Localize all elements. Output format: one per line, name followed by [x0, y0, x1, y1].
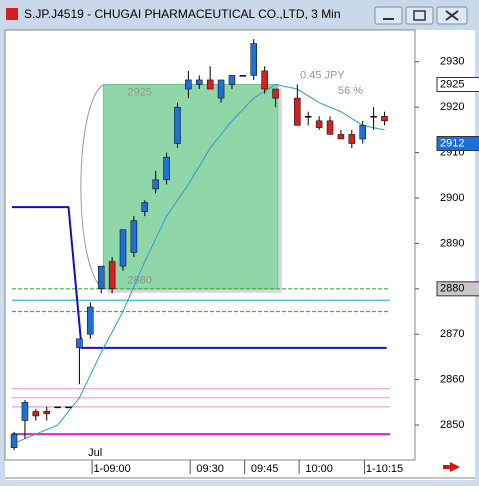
candle-body	[294, 97, 301, 126]
candle-body	[185, 79, 192, 90]
price-mark	[436, 136, 479, 152]
candle-body	[370, 116, 377, 118]
candle-body	[250, 43, 257, 76]
box-pct-label: 56 %	[338, 85, 363, 97]
candle-body	[152, 179, 159, 190]
step-line	[11, 206, 387, 349]
close-icon	[445, 10, 459, 21]
range-box	[102, 83, 279, 290]
candle-body	[10, 433, 18, 448]
candle-body	[348, 134, 356, 144]
price-mark-label: 2925	[440, 78, 464, 90]
candle-body	[206, 79, 214, 90]
candle-body	[359, 125, 366, 140]
candle-body	[261, 70, 268, 90]
y-tick-label: 2930	[440, 56, 464, 68]
box-top-label: 2925	[127, 86, 151, 98]
x-tick-label: 10:00	[305, 463, 333, 475]
candle-body	[76, 338, 83, 349]
candle-body	[304, 116, 312, 118]
candle-body	[381, 116, 388, 122]
candle-body	[217, 79, 225, 99]
price-mark	[436, 281, 479, 297]
candle-body	[272, 88, 279, 99]
box-size-label: 0.45 JPY	[300, 69, 345, 81]
candle-body	[108, 261, 116, 290]
candle-body	[228, 75, 236, 85]
candle-body	[21, 402, 29, 421]
candle-body	[239, 75, 247, 77]
candle-body	[65, 406, 72, 409]
x-tick-label: 1-09:00	[93, 463, 130, 475]
scroll-arrow[interactable]	[443, 462, 460, 472]
candle-body	[54, 406, 61, 409]
y-tick-label: 2860	[440, 374, 464, 386]
maximize-icon	[413, 10, 426, 21]
candle-body	[43, 411, 50, 414]
x-tick-label: 09:30	[196, 463, 224, 475]
price-mark-label: 2912	[440, 137, 464, 149]
candle-body	[174, 106, 181, 144]
box-bottom-label: 2880	[127, 275, 151, 287]
window-title: S.JP.J4519 - CHUGAI PHARMACEUTICAL CO.,L…	[24, 7, 341, 21]
app-icon	[6, 8, 18, 20]
price-mark-label: 2880	[440, 283, 464, 295]
candle-body	[32, 411, 40, 417]
y-tick-label: 2920	[440, 101, 464, 113]
month-label: Jul	[88, 447, 102, 459]
candle-body	[315, 120, 323, 128]
candle-body	[326, 120, 334, 135]
x-tick-label: 1-10:15	[366, 463, 403, 475]
box-bracket	[80, 84, 104, 290]
x-tick-label: 09:45	[251, 463, 279, 475]
price-mark	[436, 76, 479, 92]
candle-body	[196, 79, 203, 85]
candle-body	[163, 156, 170, 181]
candle-body	[130, 220, 138, 253]
y-tick-label: 2900	[440, 192, 464, 204]
candle-body	[97, 265, 105, 290]
y-tick-label: 2870	[440, 328, 464, 340]
candle-body	[337, 134, 345, 140]
candle-body	[141, 202, 149, 212]
minimize-button[interactable]	[374, 6, 403, 25]
candle-body	[87, 306, 94, 335]
moving-average	[13, 83, 385, 444]
y-tick-label: 2890	[440, 237, 464, 249]
maximize-button[interactable]	[405, 6, 434, 25]
y-tick-label: 2850	[440, 419, 464, 431]
candle-body	[119, 229, 127, 267]
